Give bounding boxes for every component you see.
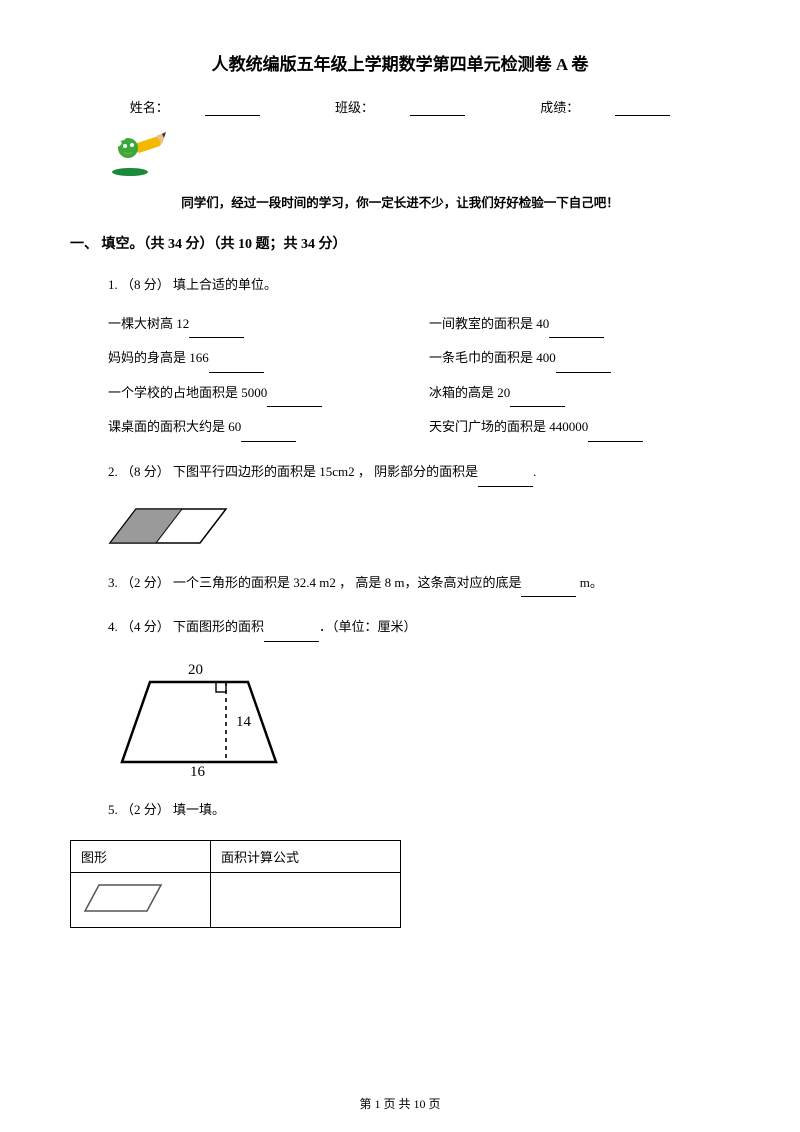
- trapezoid-figure: 20 14 16: [108, 658, 730, 782]
- formula-table: 图形 面积计算公式: [70, 840, 401, 928]
- trap-right-label: 14: [236, 714, 252, 730]
- question-1-head: 1. （8 分） 填上合适的单位。: [108, 271, 730, 300]
- trap-top-label: 20: [188, 662, 203, 678]
- parallelogram-figure: [108, 503, 730, 555]
- q1-item: 一棵大树高 12: [108, 310, 409, 339]
- table-formula-cell: [211, 873, 401, 928]
- table-header-formula: 面积计算公式: [211, 841, 401, 873]
- q1-item: 一条毛巾的面积是 400: [429, 344, 730, 373]
- q1-item: 课桌面的面积大约是 60: [108, 413, 409, 442]
- table-header-shape: 图形: [71, 841, 211, 873]
- q1-item: 天安门广场的面积是 440000: [429, 413, 730, 442]
- score-label: 成绩：: [522, 100, 688, 115]
- question-1: 1. （8 分） 填上合适的单位。 一棵大树高 12 一间教室的面积是 40 妈…: [108, 271, 730, 442]
- q1-item: 一间教室的面积是 40: [429, 310, 730, 339]
- q1-item: 冰箱的高是 20: [429, 379, 730, 408]
- class-label: 班级：: [317, 100, 483, 115]
- trap-bottom-label: 16: [190, 764, 206, 778]
- pencil-icon: [110, 128, 730, 182]
- name-label: 姓名：: [112, 100, 278, 115]
- question-4: 4. （4 分） 下面图形的面积．（单位：厘米）: [108, 613, 730, 642]
- table-shape-cell: [71, 873, 211, 928]
- q1-item: 妈妈的身高是 166: [108, 344, 409, 373]
- greeting-message: 同学们，经过一段时间的学习，你一定长进不少，让我们好好检验一下自己吧！: [70, 192, 730, 211]
- page-footer: 第 1 页 共 10 页: [0, 1095, 800, 1112]
- section-heading-1: 一、 填空。（共 34 分）（共 10 题；共 34 分）: [70, 233, 730, 253]
- q1-item: 一个学校的占地面积是 5000: [108, 379, 409, 408]
- question-2: 2. （8 分） 下图平行四边形的面积是 15cm2 ， 阴影部分的面积是.: [108, 458, 730, 487]
- question-3: 3. （2 分） 一个三角形的面积是 32.4 m2 ， 高是 8 m，这条高对…: [108, 569, 730, 598]
- page-title: 人教统编版五年级上学期数学第四单元检测卷 A 卷: [70, 50, 730, 75]
- question-5: 5. （2 分） 填一填。: [108, 796, 730, 825]
- info-line: 姓名： 班级： 成绩：: [70, 97, 730, 116]
